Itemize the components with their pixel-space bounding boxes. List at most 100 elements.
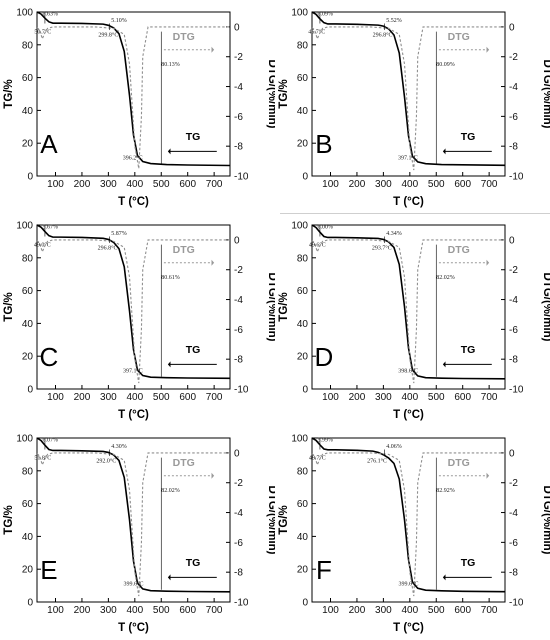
y-left-tick-label: 40 (297, 106, 309, 117)
panel-letter: F (316, 555, 332, 585)
y-left-tick-label: 0 (302, 598, 308, 609)
plot-frame (36, 11, 231, 177)
y-right-tick-label: -2 (234, 478, 243, 489)
y-left-tick-label: 40 (297, 532, 309, 543)
tg-arrow-head (442, 148, 446, 155)
x-tick-label: 100 (322, 179, 339, 190)
annotation-label: 399.6°C (399, 581, 419, 588)
y-left-tick-label: 80 (22, 466, 34, 477)
x-tick-label: 700 (481, 179, 498, 190)
dtg-label: DTG (173, 457, 195, 469)
annotation-label: 6.07% (42, 437, 58, 443)
y-left-tick-label: 0 (27, 385, 33, 396)
y-right-tick-label: -6 (234, 112, 243, 123)
x-tick-label: 100 (47, 392, 64, 403)
x-tick-label: 100 (47, 605, 64, 616)
dtg-curve (36, 26, 230, 169)
chart-svg: 100 200 300 400 500 600 700 0 20 40 60 80 100 0 -2 -4 -6… (3, 221, 275, 422)
panel-letter: B (315, 129, 332, 159)
y-left-tick-label: 60 (297, 499, 309, 510)
y-right-tick-label: -8 (234, 568, 243, 579)
x-tick-label: 500 (153, 605, 170, 616)
x-tick-label: 100 (322, 605, 339, 616)
dtg-curve (311, 26, 505, 171)
y-right-axis-label: DTG/(%/min) (541, 273, 550, 342)
y-left-tick-label: 40 (297, 319, 309, 330)
dtg-label: DTG (448, 457, 470, 469)
tg-curve (311, 11, 506, 167)
y-right-tick-label: -2 (234, 52, 243, 63)
x-axis-label: T (°C) (393, 622, 424, 634)
y-right-tick-label: -2 (234, 265, 243, 276)
y-right-tick-label: -10 (234, 172, 249, 183)
y-right-tick-label: 0 (509, 235, 515, 246)
tg-curve (36, 11, 231, 167)
y-left-tick-label: 60 (297, 73, 309, 84)
y-right-axis-label: DTG/(%/min) (266, 486, 275, 555)
x-tick-label: 500 (428, 179, 445, 190)
chart-panel-d: 100 200 300 400 500 600 700 0 20 40 60 80 100 0 -2 -4 -6… (275, 213, 550, 426)
y-left-tick-label: 100 (16, 221, 33, 232)
y-left-tick-label: 20 (22, 352, 34, 363)
x-tick-label: 200 (74, 179, 91, 190)
tg-arrow-head (167, 148, 171, 155)
tg-label: TG (461, 131, 476, 143)
panel-letter: A (40, 129, 58, 159)
tg-curve (36, 224, 231, 380)
x-tick-label: 400 (126, 179, 143, 190)
x-tick-label: 600 (179, 392, 196, 403)
y-right-axis-label: DTG/(%/min) (541, 486, 550, 555)
tg-arrow-head (442, 574, 446, 581)
annotation-label: 80.61% (161, 275, 180, 281)
chart-svg: 100 200 300 400 500 600 700 0 20 40 60 80 100 0 -2 -4 -6… (3, 434, 275, 635)
annotation-label: 6.63% (42, 11, 58, 17)
y-right-tick-label: -6 (509, 538, 518, 549)
x-tick-label: 400 (401, 605, 418, 616)
annotation-label: 296.8°C (373, 32, 393, 39)
tg-label: TG (186, 557, 201, 569)
y-left-tick-label: 80 (22, 253, 34, 264)
y-left-tick-label: 80 (22, 40, 34, 51)
y-left-tick-label: 80 (297, 40, 309, 51)
chart-panel-e: 100 200 300 400 500 600 700 0 20 40 60 80 100 0 -2 -4 -6… (0, 426, 275, 639)
y-right-tick-label: -2 (509, 265, 518, 276)
x-tick-label: 100 (47, 179, 64, 190)
x-tick-label: 400 (126, 392, 143, 403)
annotation-label: 4.34% (386, 231, 402, 237)
chart-panel-a: 100 200 300 400 500 600 700 0 20 40 60 80 100 0 -2 -4 -6… (0, 0, 275, 213)
x-tick-label: 700 (206, 392, 223, 403)
dtg-arrow-head (486, 259, 490, 266)
tg-label: TG (186, 344, 201, 356)
dtg-arrow-head (211, 46, 215, 53)
chart-panel-b: 100 200 300 400 500 600 700 0 20 40 60 80 100 0 -2 -4 -6… (275, 0, 550, 213)
y-right-tick-label: -8 (509, 568, 518, 579)
x-tick-label: 300 (375, 605, 392, 616)
x-axis-label: T (°C) (393, 196, 424, 208)
y-left-tick-label: 100 (16, 8, 33, 19)
y-right-tick-label: -6 (509, 112, 518, 123)
chart-svg: 100 200 300 400 500 600 700 0 20 40 60 80 100 0 -2 -4 -6… (278, 8, 550, 209)
y-left-tick-label: 60 (297, 286, 309, 297)
annotation-label: 50.7°C (34, 28, 51, 35)
y-right-tick-label: -4 (234, 295, 243, 306)
y-right-tick-label: -8 (234, 142, 243, 153)
y-left-axis-label: TG/% (3, 505, 15, 534)
tg-curve (311, 224, 506, 380)
tg-label: TG (461, 344, 476, 356)
x-axis-label: T (°C) (118, 622, 149, 634)
y-left-tick-label: 0 (302, 172, 308, 183)
dtg-label: DTG (173, 244, 195, 256)
annotation-label: 299.8°C (98, 32, 118, 39)
y-left-tick-label: 40 (22, 319, 34, 330)
annotation-label: 4.06% (386, 444, 402, 450)
x-tick-label: 200 (349, 179, 366, 190)
dtg-curve (36, 239, 230, 384)
y-left-tick-label: 60 (22, 286, 34, 297)
annotation-label: 296.8°C (98, 245, 118, 252)
annotation-label: 5.52% (386, 18, 402, 24)
chart-svg: 100 200 300 400 500 600 700 0 20 40 60 80 100 0 -2 -4 -6… (3, 8, 275, 209)
y-right-tick-label: -2 (509, 52, 518, 63)
y-left-axis-label: TG/% (3, 292, 15, 321)
plot-frame (311, 437, 506, 603)
annotation-label: 293.7°C (372, 245, 392, 252)
